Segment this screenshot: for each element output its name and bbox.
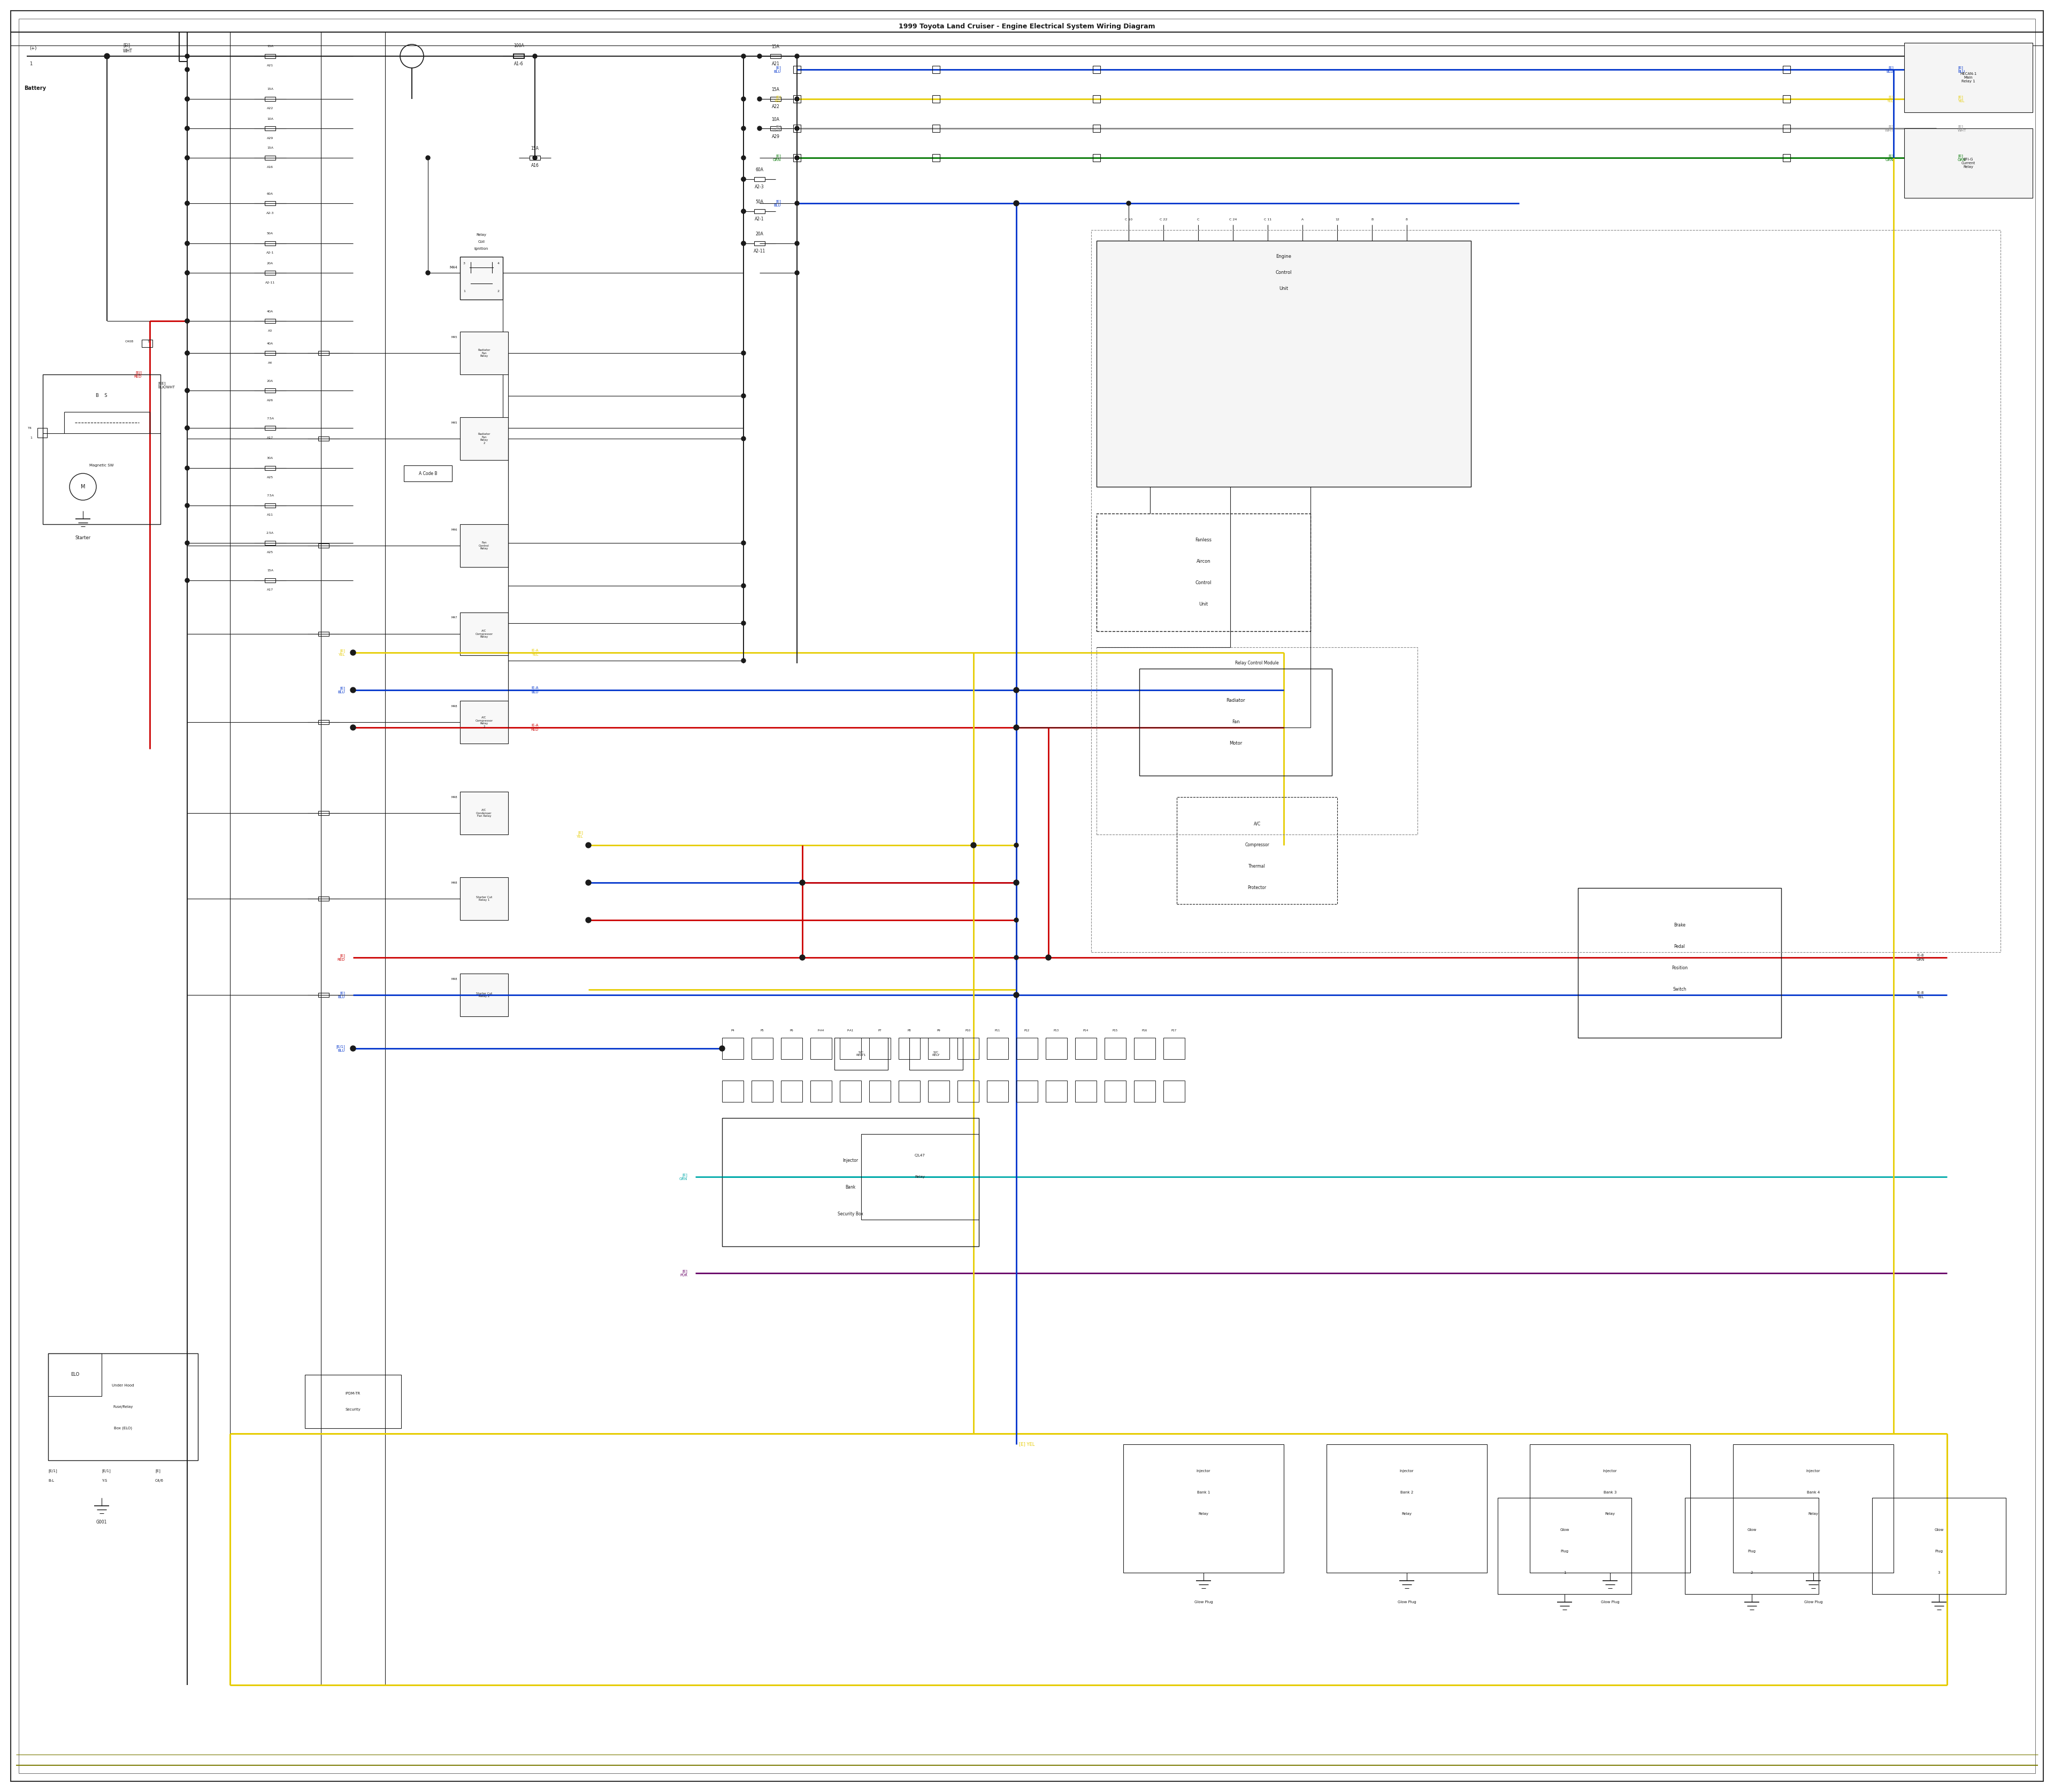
Text: [EI]
WHT: [EI] WHT: [123, 43, 134, 54]
Circle shape: [425, 156, 429, 159]
Text: M45: M45: [452, 421, 458, 425]
Bar: [986, 1038, 1009, 1059]
Text: A3: A3: [267, 330, 273, 332]
Text: A2-11: A2-11: [754, 249, 766, 254]
Bar: [460, 973, 507, 1016]
Text: C/L47: C/L47: [914, 1154, 926, 1158]
Circle shape: [719, 1047, 725, 1052]
Circle shape: [185, 351, 189, 355]
Text: 100A: 100A: [514, 43, 524, 48]
Text: A16: A16: [530, 163, 538, 168]
Text: Bank 4: Bank 4: [1808, 1491, 1820, 1495]
Text: HECAN-1
Main
Relay 1: HECAN-1 Main Relay 1: [1960, 72, 1976, 82]
Circle shape: [741, 97, 746, 100]
Text: EFI-G
Current
Relay: EFI-G Current Relay: [1962, 158, 1976, 168]
Circle shape: [351, 688, 355, 694]
Circle shape: [185, 97, 189, 100]
Bar: [265, 54, 275, 59]
Bar: [47, 1353, 197, 1460]
Text: C 11: C 11: [1263, 219, 1271, 220]
Circle shape: [585, 880, 592, 885]
Text: Thermal: Thermal: [1249, 864, 1265, 869]
Text: Security: Security: [345, 1409, 362, 1410]
Bar: [514, 54, 524, 59]
Bar: [723, 1081, 744, 1102]
Circle shape: [185, 54, 189, 59]
Bar: [1097, 240, 1471, 487]
Circle shape: [795, 156, 799, 159]
Bar: [957, 1081, 980, 1102]
Text: [E/1]
BLU: [E/1] BLU: [337, 1045, 345, 1052]
Bar: [265, 125, 275, 131]
Bar: [265, 201, 275, 206]
Text: Injector: Injector: [842, 1158, 859, 1163]
Text: P11: P11: [994, 1029, 1000, 1032]
Text: [E/1]: [E/1]: [101, 1469, 111, 1473]
Circle shape: [1015, 880, 1019, 885]
Text: Starter: Starter: [76, 536, 90, 539]
Text: Relay: Relay: [1197, 1512, 1208, 1516]
Circle shape: [185, 466, 189, 470]
Text: M45: M45: [452, 335, 458, 339]
Text: Relay Control Module: Relay Control Module: [1234, 661, 1280, 665]
Text: Unit: Unit: [1200, 602, 1208, 607]
Bar: [265, 351, 275, 355]
Text: P7: P7: [879, 1029, 881, 1032]
Text: [E]
PUR: [E] PUR: [680, 1269, 688, 1276]
Circle shape: [741, 622, 746, 625]
Text: Plug: Plug: [1748, 1550, 1756, 1554]
Circle shape: [1015, 726, 1019, 729]
Bar: [1093, 95, 1101, 102]
Bar: [530, 156, 540, 159]
Bar: [318, 720, 329, 724]
Text: A16: A16: [267, 167, 273, 168]
Circle shape: [795, 97, 799, 100]
Text: IE-A
BLU: IE-A BLU: [532, 686, 538, 694]
Bar: [1017, 1038, 1037, 1059]
Bar: [1140, 668, 1331, 776]
Text: Glow Plug: Glow Plug: [1193, 1600, 1212, 1604]
Circle shape: [185, 125, 189, 131]
Text: Control: Control: [1195, 581, 1212, 586]
Circle shape: [795, 54, 799, 59]
Bar: [265, 271, 275, 274]
Circle shape: [795, 201, 799, 206]
Text: A22: A22: [772, 104, 781, 109]
Text: 12: 12: [1335, 219, 1339, 220]
Bar: [1134, 1038, 1154, 1059]
Bar: [142, 340, 152, 348]
Circle shape: [1015, 955, 1019, 961]
Text: Magnetic SW: Magnetic SW: [90, 464, 113, 468]
Bar: [986, 1081, 1009, 1102]
Text: Relay: Relay: [1808, 1512, 1818, 1516]
Text: C4/6: C4/6: [156, 1478, 164, 1482]
Text: IE-8
YEL: IE-8 YEL: [1916, 991, 1925, 998]
Circle shape: [758, 97, 762, 100]
Bar: [840, 1081, 861, 1102]
Text: Glow: Glow: [1748, 1529, 1756, 1532]
Circle shape: [799, 955, 805, 961]
Text: [E]
BLU: [E] BLU: [1957, 66, 1966, 73]
Text: Relay: Relay: [914, 1176, 924, 1179]
Text: [E]
BLU: [E] BLU: [337, 991, 345, 998]
Text: B    S: B S: [97, 394, 107, 398]
Bar: [265, 97, 275, 100]
Circle shape: [185, 426, 189, 430]
Text: A/C
Compressor
Relay
2: A/C Compressor Relay 2: [474, 717, 493, 728]
Text: A2-11: A2-11: [265, 281, 275, 283]
Bar: [752, 1038, 772, 1059]
Text: [E]
WHT: [E] WHT: [772, 125, 781, 133]
Bar: [460, 256, 503, 299]
Bar: [1074, 1038, 1097, 1059]
Bar: [957, 1038, 980, 1059]
Text: M48: M48: [452, 704, 458, 708]
Text: IE-A
RED: IE-A RED: [532, 724, 538, 731]
Circle shape: [741, 541, 746, 545]
Text: 10A: 10A: [267, 118, 273, 120]
Circle shape: [351, 650, 355, 656]
Bar: [1177, 797, 1337, 903]
Text: [E]
YEL: [E] YEL: [1888, 95, 1894, 102]
Text: Fan
Control
Relay: Fan Control Relay: [479, 541, 489, 550]
Text: [E]
YEL: [E] YEL: [577, 831, 583, 839]
Bar: [460, 418, 507, 461]
